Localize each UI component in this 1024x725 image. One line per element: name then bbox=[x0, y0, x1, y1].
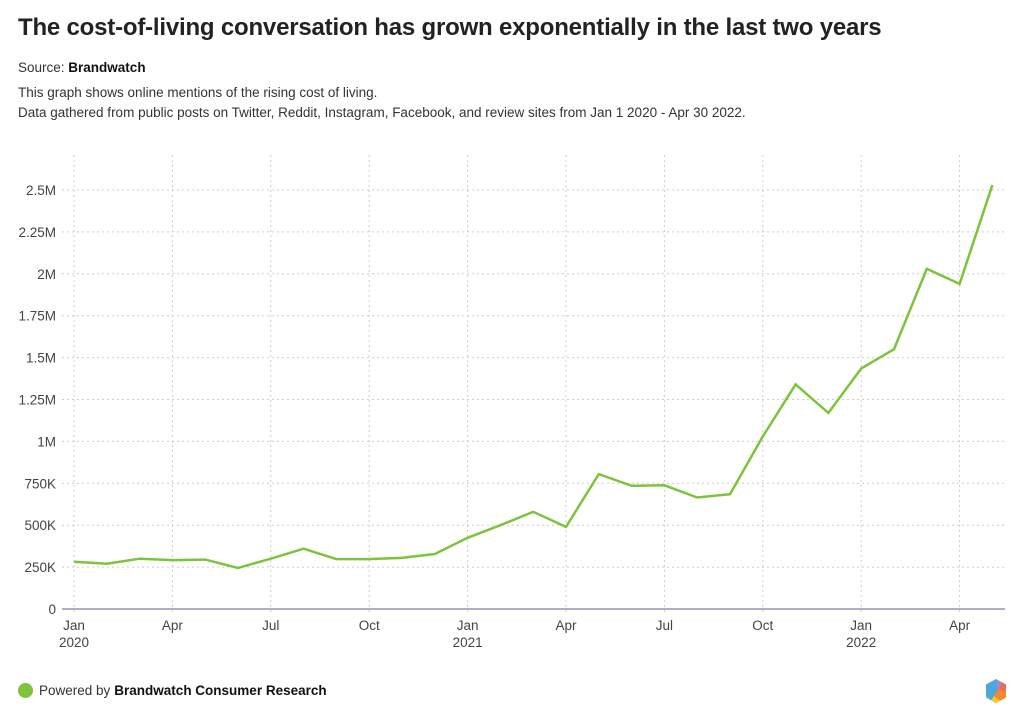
data-point[interactable] bbox=[496, 521, 504, 529]
y-tick-label: 2.25M bbox=[18, 225, 56, 240]
x-tick-year-label: 2022 bbox=[846, 635, 876, 650]
data-point[interactable] bbox=[693, 494, 701, 502]
data-point[interactable] bbox=[70, 558, 78, 566]
data-point[interactable] bbox=[234, 564, 242, 572]
data-point[interactable] bbox=[267, 555, 275, 563]
data-point[interactable] bbox=[201, 556, 209, 564]
data-point[interactable] bbox=[759, 432, 767, 440]
x-tick-label: Jan bbox=[457, 618, 479, 633]
x-tick-label: Oct bbox=[359, 618, 380, 633]
chart-description: This graph shows online mentions of the … bbox=[18, 83, 746, 123]
x-tick-label: Jan bbox=[63, 618, 85, 633]
x-tick-label: Jan bbox=[850, 618, 872, 633]
y-tick-label: 2.5M bbox=[26, 183, 56, 198]
y-tick-label: 1M bbox=[37, 434, 56, 449]
footer: Powered by Brandwatch Consumer Research bbox=[18, 683, 327, 698]
data-point[interactable] bbox=[103, 560, 111, 568]
y-axis-ticks: 0 250K 500K 750K 1M 1.25M 1.5M 1.75M 2M 2.25M 2.5M bbox=[18, 183, 56, 617]
data-point[interactable] bbox=[628, 482, 636, 490]
source-line: Source: Brandwatch bbox=[18, 60, 146, 75]
x-tick-label: Jul bbox=[656, 618, 673, 633]
data-point[interactable] bbox=[824, 409, 832, 417]
y-tick-label: 1.25M bbox=[18, 393, 56, 408]
data-point[interactable] bbox=[398, 554, 406, 562]
x-tick-label: Apr bbox=[949, 618, 971, 633]
data-point[interactable] bbox=[660, 481, 668, 489]
data-point[interactable] bbox=[956, 280, 964, 288]
source-name: Brandwatch bbox=[68, 60, 146, 75]
description-line-2: Data gathered from public posts on Twitt… bbox=[18, 105, 746, 120]
x-tick-label: Oct bbox=[752, 618, 773, 633]
x-gridlines bbox=[73, 155, 961, 613]
x-tick-year-label: 2020 bbox=[59, 635, 89, 650]
data-point[interactable] bbox=[923, 265, 931, 273]
y-tick-label: 250K bbox=[24, 560, 56, 575]
series-line[interactable] bbox=[73, 184, 994, 570]
data-point[interactable] bbox=[136, 555, 144, 563]
data-points bbox=[70, 181, 996, 572]
y-tick-label: 1.5M bbox=[26, 351, 56, 366]
data-point[interactable] bbox=[595, 470, 603, 478]
data-point[interactable] bbox=[431, 550, 439, 558]
data-point[interactable] bbox=[726, 490, 734, 498]
powered-by-label: Powered by bbox=[39, 683, 111, 698]
data-point[interactable] bbox=[464, 534, 472, 542]
data-point[interactable] bbox=[168, 556, 176, 564]
data-point[interactable] bbox=[529, 508, 537, 516]
y-tick-label: 2M bbox=[37, 267, 56, 282]
brandwatch-hexagon-logo-icon[interactable] bbox=[984, 678, 1008, 704]
x-tick-label: Apr bbox=[162, 618, 184, 633]
x-tick-label: Jul bbox=[262, 618, 279, 633]
y-tick-label: 1.75M bbox=[18, 309, 56, 324]
data-point[interactable] bbox=[988, 181, 996, 189]
y-tick-label: 750K bbox=[24, 476, 56, 491]
data-point[interactable] bbox=[890, 345, 898, 353]
x-tick-year-label: 2021 bbox=[453, 635, 483, 650]
data-point[interactable] bbox=[857, 364, 865, 372]
data-point[interactable] bbox=[365, 555, 373, 563]
x-axis-ticks: Jan 2020 Apr Jul Oct Jan 2021 Apr Jul Oct Jan 2022 A… bbox=[59, 618, 971, 650]
y-gridlines bbox=[62, 189, 1005, 568]
data-point[interactable] bbox=[792, 380, 800, 388]
y-tick-label: 0 bbox=[48, 602, 56, 617]
data-point[interactable] bbox=[300, 545, 308, 553]
x-tick-label: Apr bbox=[555, 618, 577, 633]
data-point[interactable] bbox=[562, 523, 570, 531]
powered-by-brand[interactable]: Brandwatch Consumer Research bbox=[114, 683, 327, 698]
y-tick-label: 500K bbox=[24, 518, 56, 533]
data-point[interactable] bbox=[332, 555, 340, 563]
source-label: Source: bbox=[18, 60, 65, 75]
brand-dot-icon bbox=[18, 683, 33, 698]
description-line-1: This graph shows online mentions of the … bbox=[18, 85, 378, 100]
chart-title: The cost-of-living conversation has grow… bbox=[18, 14, 882, 41]
